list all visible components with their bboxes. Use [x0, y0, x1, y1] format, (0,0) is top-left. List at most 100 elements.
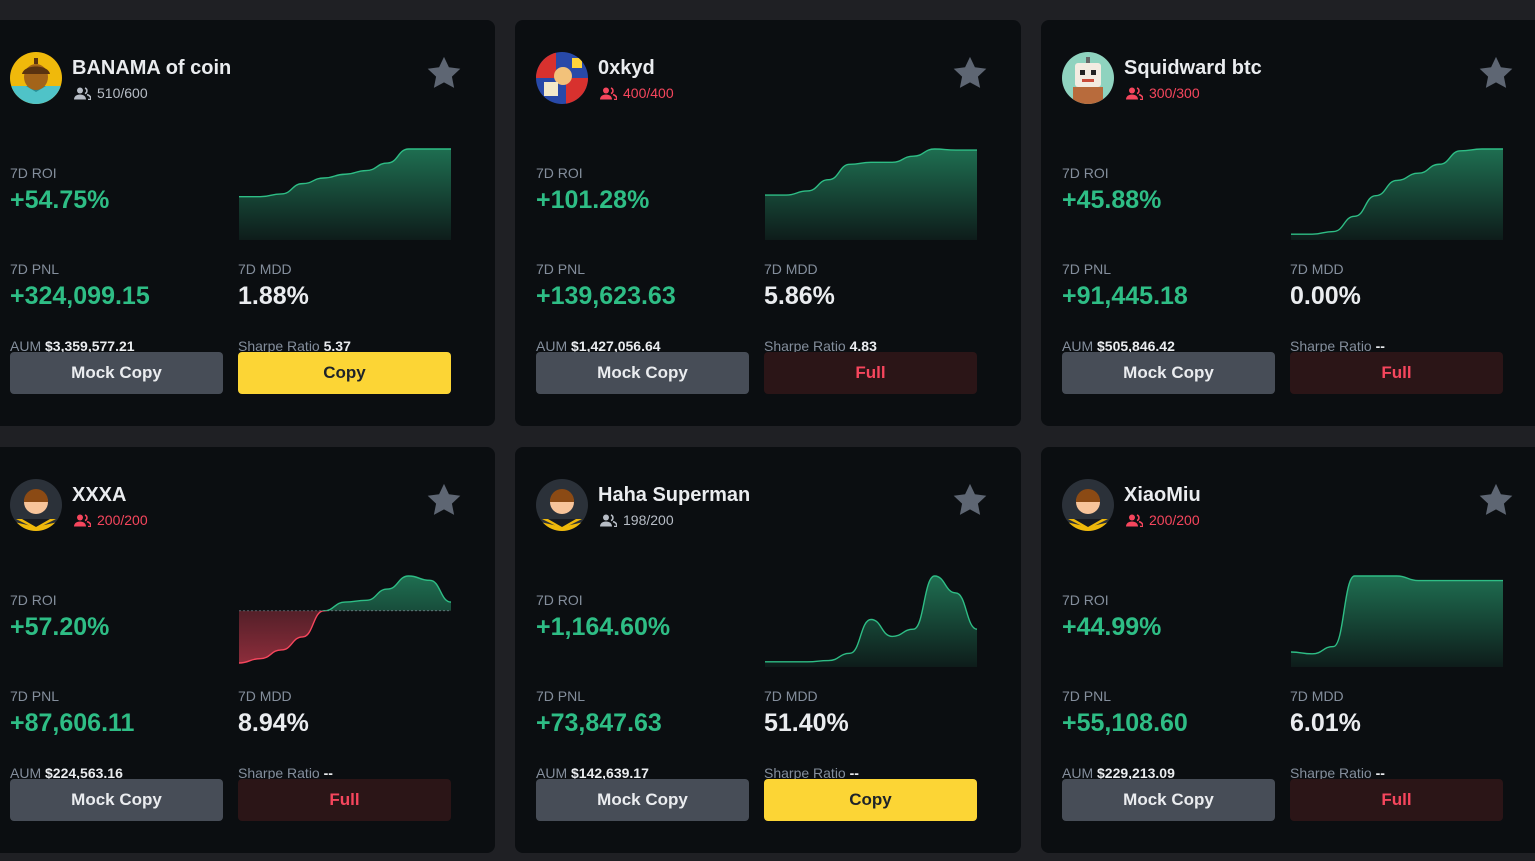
trader-card-xiaomiu[interactable]: XiaoMiu 200/200 7D ROI +44.99% 7D [1041, 447, 1535, 853]
trader-name[interactable]: XiaoMiu [1124, 484, 1201, 506]
roi-label: 7D ROI [1062, 592, 1109, 608]
mdd-label: 7D MDD [1290, 688, 1344, 704]
mock-copy-button[interactable]: Mock Copy [536, 779, 749, 821]
trader-name[interactable]: Haha Superman [598, 484, 751, 506]
aum-value: $505,846.42 [1097, 338, 1175, 354]
followers-value: 400/400 [623, 85, 674, 101]
sharpe-ratio: Sharpe Ratio -- [238, 765, 333, 781]
default-avatar[interactable] [536, 479, 588, 531]
trader-name[interactable]: XXXA [72, 484, 127, 506]
roi-sparkline [1291, 145, 1503, 240]
mdd-label: 7D MDD [1290, 261, 1344, 277]
star-icon[interactable] [951, 481, 989, 519]
sparkline-line [1291, 575, 1503, 655]
sparkline-area-negative [239, 610, 451, 663]
aum-value: $229,213.09 [1097, 765, 1175, 781]
mdd-label: 7D MDD [764, 261, 818, 277]
aum-value: $1,427,056.64 [571, 338, 661, 354]
mock-copy-button[interactable]: Mock Copy [536, 352, 749, 394]
star-icon[interactable] [1477, 54, 1515, 92]
mock-copy-button[interactable]: Mock Copy [1062, 352, 1275, 394]
roi-sparkline [1291, 572, 1503, 667]
star-icon[interactable] [425, 481, 463, 519]
roi-label: 7D ROI [1062, 165, 1109, 181]
followers-count: 198/200 [600, 512, 674, 528]
pnl-label: 7D PNL [10, 261, 60, 277]
robot-avatar[interactable] [1062, 52, 1114, 104]
copy-button[interactable]: Copy [238, 352, 451, 394]
followers-value: 510/600 [97, 85, 148, 101]
followers-value: 200/200 [1149, 512, 1200, 528]
mock-copy-button[interactable]: Mock Copy [1062, 779, 1275, 821]
sharpe-label: Sharpe Ratio [1290, 338, 1372, 354]
mdd-value: 1.88% [238, 282, 309, 310]
sharpe-value: 4.83 [849, 338, 877, 354]
pnl-value: +87,606.11 [10, 709, 135, 737]
full-button[interactable]: Full [764, 352, 977, 394]
sharpe-value: 5.37 [323, 338, 351, 354]
mock-copy-button[interactable]: Mock Copy [10, 352, 223, 394]
trader-card-haha-superman[interactable]: Haha Superman 198/200 7D ROI +1,164.60% [515, 447, 1021, 853]
followers-value: 200/200 [97, 512, 148, 528]
sparkline-line [765, 575, 977, 663]
mock-copy-button[interactable]: Mock Copy [10, 779, 223, 821]
aum-label: AUM [1062, 338, 1094, 354]
full-button[interactable]: Full [1290, 352, 1503, 394]
aum-label: AUM [536, 338, 568, 354]
sharpe-ratio: Sharpe Ratio 4.83 [764, 338, 877, 354]
followers-count: 200/200 [1126, 512, 1200, 528]
mdd-value: 8.94% [238, 709, 309, 737]
aum: AUM $3,359,577.21 [10, 338, 135, 354]
trader-card-xxxa[interactable]: XXXA 200/200 7D ROI +57.20% 7D PN [0, 447, 495, 853]
sparkline-area-positive [323, 576, 451, 611]
copy-button[interactable]: Copy [764, 779, 977, 821]
star-icon[interactable] [425, 54, 463, 92]
mdd-value: 6.01% [1290, 709, 1361, 737]
mdd-label: 7D MDD [764, 688, 818, 704]
sharpe-value: -- [1375, 338, 1385, 354]
roi-sparkline [239, 145, 451, 240]
trader-card-0xkyd[interactable]: 0xkyd 400/400 7D ROI +101.28% 7D [515, 20, 1021, 426]
pnl-label: 7D PNL [536, 688, 586, 704]
pnl-value: +91,445.18 [1062, 282, 1188, 310]
sparkline-area-positive [765, 576, 977, 667]
star-icon[interactable] [951, 54, 989, 92]
comic-avatar[interactable] [536, 52, 588, 104]
followers-count: 300/300 [1126, 85, 1200, 101]
pnl-label: 7D PNL [1062, 688, 1112, 704]
aum: AUM $224,563.16 [10, 765, 123, 781]
roi-sparkline [765, 572, 977, 667]
sharpe-ratio: Sharpe Ratio 5.37 [238, 338, 351, 354]
roi-sparkline [765, 145, 977, 240]
star-icon[interactable] [1477, 481, 1515, 519]
trader-name[interactable]: 0xkyd [598, 57, 655, 79]
full-button[interactable]: Full [1290, 779, 1503, 821]
sharpe-ratio: Sharpe Ratio -- [1290, 765, 1385, 781]
trader-card-banama-of-coin[interactable]: BANAMA of coin 510/600 7D ROI +54.75% [0, 20, 495, 426]
mdd-label: 7D MDD [238, 688, 292, 704]
aum-label: AUM [10, 338, 42, 354]
aum: AUM $1,427,056.64 [536, 338, 661, 354]
acorn-avatar[interactable] [10, 52, 62, 104]
sharpe-value: -- [849, 765, 859, 781]
roi-value: +101.28% [536, 186, 650, 214]
trader-name[interactable]: BANAMA of coin [72, 57, 232, 79]
trader-card-squidward-btc[interactable]: Squidward btc 300/300 7D ROI +45.88% [1041, 20, 1535, 426]
followers-count: 400/400 [600, 85, 674, 101]
default-avatar[interactable] [1062, 479, 1114, 531]
mdd-value: 0.00% [1290, 282, 1361, 310]
trader-name[interactable]: Squidward btc [1124, 57, 1262, 79]
sparkline-area-positive [765, 149, 977, 240]
roi-sparkline [239, 572, 451, 667]
pnl-value: +73,847.63 [536, 709, 662, 737]
pnl-label: 7D PNL [1062, 261, 1112, 277]
roi-value: +1,164.60% [536, 613, 671, 641]
full-button[interactable]: Full [238, 779, 451, 821]
aum-value: $224,563.16 [45, 765, 123, 781]
roi-label: 7D ROI [536, 165, 583, 181]
sparkline-line [765, 148, 977, 196]
default-avatar[interactable] [10, 479, 62, 531]
sharpe-label: Sharpe Ratio [238, 338, 320, 354]
roi-label: 7D ROI [536, 592, 583, 608]
